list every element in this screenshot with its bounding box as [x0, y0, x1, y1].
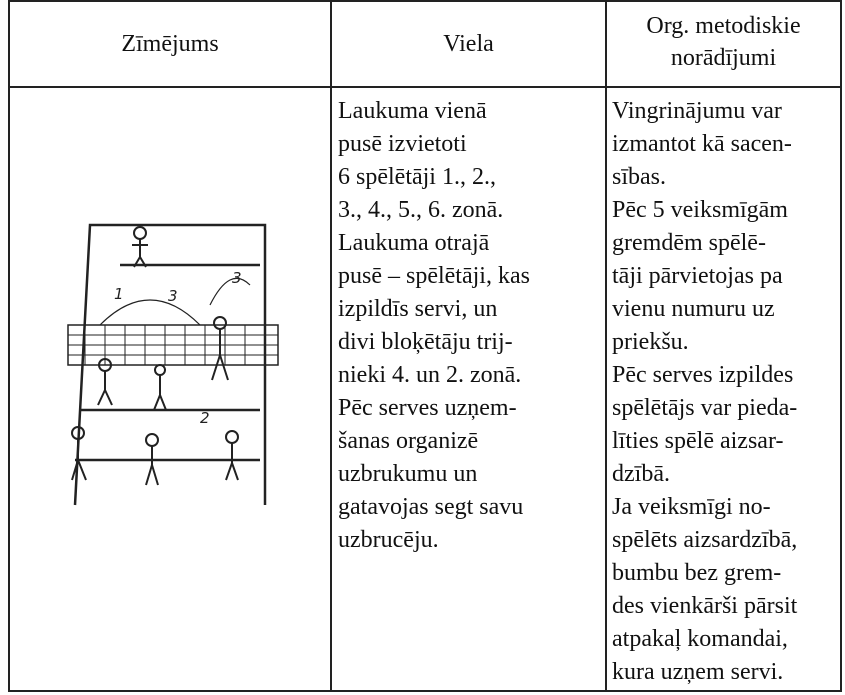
- text-line: pusē izvietoti: [338, 131, 467, 157]
- text-line: nieki 4. un 2. zonā.: [338, 362, 522, 388]
- border: [8, 690, 842, 692]
- text-line: Pēc serves uzņem-: [338, 395, 517, 421]
- border: [8, 0, 842, 2]
- text-line: norādījumi: [670, 45, 777, 71]
- text-line: uzbrukumu un: [338, 461, 478, 487]
- text-line: Pēc serves izpildes: [612, 362, 794, 388]
- border: [8, 0, 10, 692]
- sketch-label: 3: [232, 269, 242, 287]
- text-line: gatavojas segt savu: [338, 494, 524, 520]
- border: [605, 0, 607, 692]
- border: [330, 0, 332, 692]
- text-line: vienu numuru uz: [612, 296, 775, 322]
- text-line: 3., 4., 5., 6. zonā.: [338, 197, 504, 223]
- header-cell: Viela: [443, 31, 494, 57]
- text-line: divi bloķētāju trij-: [338, 329, 513, 355]
- border: [840, 0, 842, 692]
- header-cell: Zīmējums: [121, 31, 219, 57]
- text-line: bumbu bez grem-: [612, 560, 782, 586]
- text-line: Ja veiksmīgi no-: [612, 494, 771, 520]
- text-line: Vingrinājumu var: [612, 98, 782, 124]
- text-line: izmantot kā sacen-: [612, 131, 792, 157]
- text-line: sības.: [612, 164, 666, 190]
- text-line: 6 spēlētāji 1., 2.,: [338, 164, 496, 190]
- text-line: Org. metodiskie: [646, 13, 801, 39]
- sketch: 1 3 3 2: [67, 223, 279, 506]
- text-line: Pēc 5 veiksmīgām: [612, 197, 788, 223]
- text-line: tāji pārvietojas pa: [612, 263, 783, 289]
- text-line: atpakaļ komandai,: [612, 626, 788, 652]
- sketch-label: 1: [114, 285, 124, 303]
- sketch-label: 2: [200, 409, 210, 427]
- text-line: kura uzņem servi.: [612, 659, 784, 685]
- text-line: šanas organizē: [338, 428, 479, 454]
- net-grid: [68, 325, 278, 365]
- text-line: izpildīs servi, un: [338, 296, 498, 322]
- text-line: līties spēlē aizsar-: [612, 428, 784, 454]
- sketch-label: 3: [168, 287, 178, 305]
- text-line: pusē – spēlētāji, kas: [338, 263, 530, 289]
- text-line: Laukuma otrajā: [338, 230, 490, 256]
- text-line: spēlēts aizsardzībā,: [612, 527, 798, 553]
- text-line: spēlētājs var pieda-: [612, 395, 798, 421]
- text-line: dzībā.: [612, 461, 670, 487]
- court-line: [75, 263, 260, 462]
- players: [71, 226, 239, 486]
- border: [8, 86, 842, 88]
- text-line: des vienkārši pārsit: [612, 593, 798, 619]
- text-line: priekšu.: [612, 329, 689, 355]
- text-line: gremdēm spēlē-: [612, 230, 766, 256]
- text-line: uzbrucēju.: [338, 527, 439, 553]
- trajectory: [99, 277, 251, 326]
- text-line: Laukuma vienā: [338, 98, 487, 124]
